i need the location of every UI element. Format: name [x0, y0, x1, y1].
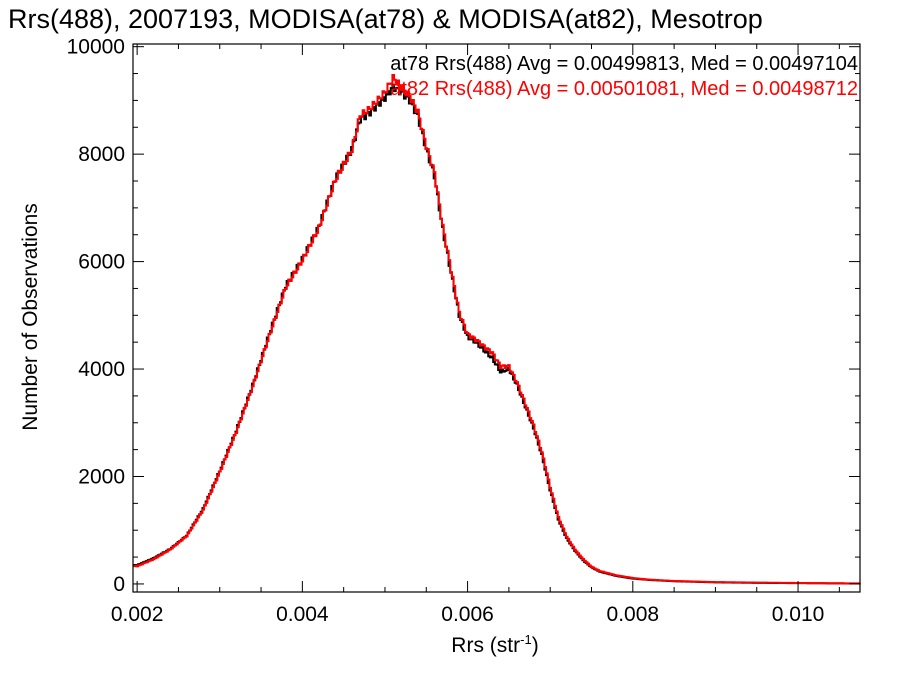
- y-tick-label: 0: [113, 573, 125, 596]
- x-axis-label-superscript: -1: [520, 632, 532, 647]
- x-tick-label: 0.002: [111, 603, 164, 626]
- y-tick-label: 10000: [67, 36, 125, 59]
- series-line-1: [133, 74, 861, 585]
- x-axis-label-close: ): [532, 634, 539, 657]
- y-axis-label: Number of Observations: [19, 203, 42, 431]
- x-tick-label: 0.006: [441, 603, 494, 626]
- annotation-at82: at82 Rrs(488) Avg = 0.00501081, Med = 0.…: [390, 78, 858, 100]
- x-axis-label-text: Rrs (str: [451, 634, 520, 657]
- plot-border: [132, 43, 861, 593]
- y-tick-label: 8000: [78, 143, 125, 166]
- x-axis-label: Rrs (str-1): [451, 632, 538, 657]
- tick-layer: 0.002 0.004 0.006 0.008 0.010 0 2000 4000 6000 80…: [67, 36, 860, 626]
- x-tick-label: 0.008: [607, 603, 660, 626]
- series-layer: [133, 74, 861, 585]
- y-tick-label: 6000: [78, 251, 125, 274]
- annotation-layer: at78 Rrs(488) Avg = 0.00499813, Med = 0.…: [390, 53, 858, 100]
- plot-frame: [132, 43, 861, 593]
- y-tick-label: 2000: [78, 465, 125, 488]
- chart-title: Rrs(488), 2007193, MODISA(at78) & MODISA…: [8, 4, 763, 34]
- x-tick-label: 0.010: [772, 603, 825, 626]
- annotation-at78: at78 Rrs(488) Avg = 0.00499813, Med = 0.…: [390, 53, 858, 75]
- y-tick-label: 4000: [78, 358, 125, 381]
- x-tick-label: 0.004: [276, 603, 329, 626]
- series-line-0: [133, 83, 860, 585]
